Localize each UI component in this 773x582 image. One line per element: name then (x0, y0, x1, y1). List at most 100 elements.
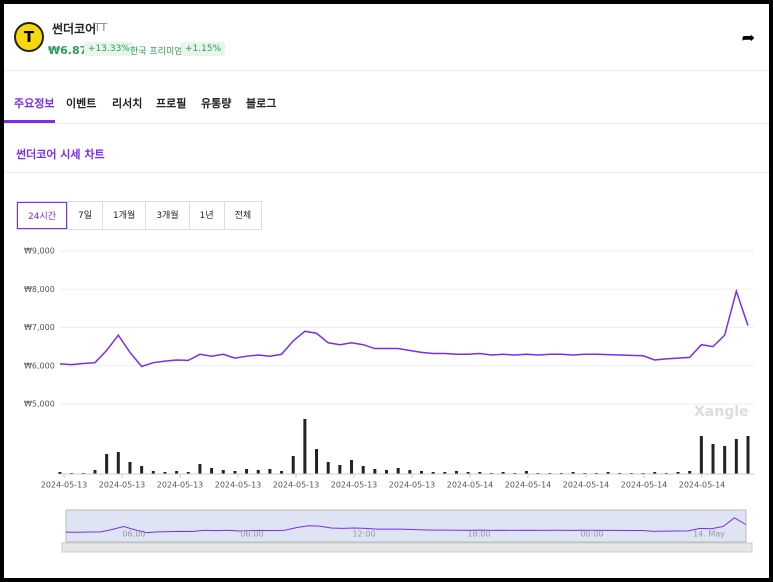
volume-bar (105, 454, 109, 474)
volume-bar (734, 439, 738, 474)
range-button[interactable]: 1개월 (102, 202, 145, 229)
x-tick-label: 2024-05-13 (99, 481, 146, 490)
x-tick-label: 2024-05-14 (621, 481, 668, 490)
y-tick-label: ₩8,000 (24, 285, 55, 294)
volume-bar (501, 472, 505, 474)
x-tick-label: 2024-05-13 (273, 481, 320, 490)
premium-value: +1.15% (181, 42, 226, 56)
x-tick-label: 2024-05-13 (41, 481, 88, 490)
tab[interactable]: 블로그 (246, 97, 277, 110)
volume-bar (454, 471, 458, 474)
volume-bar (221, 470, 225, 474)
range-buttons: 24시간 7일 1개월 3개월 1년 전체 (16, 201, 263, 230)
coin-symbol: TT (94, 21, 108, 34)
volume-bar (350, 460, 354, 474)
range-button[interactable]: 1년 (188, 202, 224, 229)
volume-bar (676, 472, 680, 474)
x-tick-label: 2024-05-13 (215, 481, 262, 490)
x-tick-label: 2024-05-13 (157, 481, 204, 490)
navigator-label: 12:00 (352, 530, 375, 539)
chart: ₩5,000 ₩6,000 ₩7,000 ₩8,000 ₩9,000 Xangle 2024… (24, 247, 754, 553)
volume-bar (280, 471, 284, 474)
price-change: +13.33% (84, 42, 134, 56)
volume-bar (373, 469, 377, 474)
navigator-label: 18:00 (467, 530, 490, 539)
volume-bar (326, 462, 330, 474)
y-tick-label: ₩6,000 (24, 361, 55, 370)
volume-bar (431, 472, 435, 474)
volume-bar (723, 446, 727, 474)
volume-bar (210, 468, 214, 474)
tab[interactable]: 이벤트 (66, 97, 97, 110)
logo: T (14, 22, 44, 52)
tab[interactable]: 주요정보 (14, 97, 55, 110)
volume-bar (93, 470, 97, 474)
volume-bar (151, 471, 155, 474)
x-tick-label: 2024-05-14 (679, 481, 726, 490)
range-button[interactable]: 3개월 (145, 202, 188, 229)
volume-bar (233, 471, 237, 474)
volume-bar (571, 472, 575, 474)
volume-bar (711, 444, 715, 474)
volume-bar (256, 470, 260, 474)
volume-bar (140, 466, 144, 474)
volume-bar (128, 462, 132, 474)
navigator-label: 06:00 (240, 530, 263, 539)
y-tick-label: ₩9,000 (24, 247, 55, 256)
volume-bar (699, 436, 703, 474)
volume-bar (653, 472, 657, 474)
volume-bar (198, 464, 202, 474)
volume-bar (175, 471, 179, 474)
volume-bar (116, 452, 120, 474)
coin-name: 썬더코어 (52, 22, 97, 36)
navigator-label: 14. May (693, 530, 725, 539)
range-button[interactable]: 7일 (67, 202, 102, 229)
tab[interactable]: 유통량 (201, 97, 232, 110)
x-tick-label: 2024-05-13 (389, 481, 436, 490)
volume-bar (315, 449, 319, 474)
share-button[interactable]: ➦ (741, 28, 755, 47)
navigator-label: 06:00 (122, 530, 145, 539)
tab-bar: 주요정보 이벤트 리서치 프로필 유통량 블로그 (4, 70, 769, 124)
volume-bar (746, 436, 750, 474)
navigator-line (65, 517, 747, 534)
price-line (59, 288, 749, 368)
volume-bar (396, 468, 400, 474)
watermark: Xangle (694, 404, 749, 420)
section-title: 썬더코어 시세 차트 (16, 148, 105, 161)
navigator (65, 509, 747, 543)
volume-bar (303, 419, 307, 474)
volume-bar (58, 472, 62, 474)
x-tick-label: 2024-05-14 (563, 481, 610, 490)
navigator-label: 00:00 (580, 530, 603, 539)
volume-bar (385, 470, 389, 474)
volume-bar (419, 471, 423, 474)
premium-label: 한국 프리미엄 (130, 47, 183, 57)
volume-bar (524, 471, 528, 474)
volume-bar (163, 472, 167, 474)
tab[interactable]: 리서치 (112, 97, 143, 110)
x-tick-label: 2024-05-13 (331, 481, 378, 490)
volume-bar (268, 469, 272, 474)
volume-bar (338, 465, 342, 474)
volume-bar (408, 470, 412, 474)
volume-bar (606, 472, 610, 474)
volume-bar (466, 472, 470, 474)
volume-bar (186, 472, 190, 474)
volume-bar (361, 466, 365, 474)
range-button[interactable]: 24시간 (17, 202, 68, 229)
range-button[interactable]: 전체 (223, 202, 262, 229)
tab-indicator (4, 120, 55, 123)
tab[interactable]: 프로필 (156, 97, 187, 110)
price: ₩6.87 (48, 44, 88, 57)
volume-bar (688, 471, 692, 474)
volume-bar (245, 469, 249, 474)
y-tick-label: ₩5,000 (24, 400, 55, 409)
volume-bar (443, 472, 447, 474)
x-tick-label: 2024-05-14 (505, 481, 552, 490)
volume-bar (478, 472, 482, 474)
divider (4, 172, 769, 173)
scrollbar[interactable] (61, 542, 753, 553)
volume-bar (291, 456, 295, 474)
